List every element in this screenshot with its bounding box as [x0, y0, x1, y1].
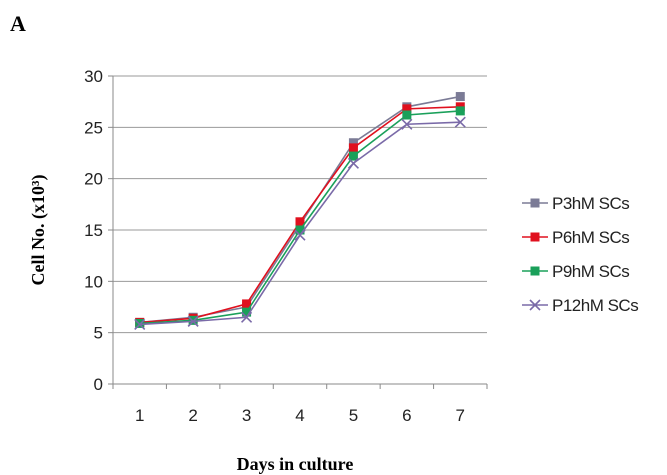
- y-tick-label: 15: [84, 221, 103, 240]
- data-point: [294, 229, 306, 241]
- gridlines: [113, 75, 487, 334]
- x-tick-label: 7: [456, 406, 465, 425]
- x-tick-label: 2: [188, 406, 197, 425]
- series-4: [134, 116, 466, 331]
- x-axis-title: Days in culture: [237, 454, 354, 474]
- data-point: [295, 225, 305, 235]
- panel-label: A: [10, 11, 26, 36]
- y-tick-label: 30: [84, 67, 103, 86]
- y-tick-label: 0: [94, 375, 103, 394]
- legend-swatch-marker: [530, 232, 540, 242]
- legend-swatch-marker: [530, 198, 540, 208]
- data-point: [348, 143, 358, 153]
- y-tick-label: 10: [84, 272, 103, 291]
- legend-swatch-marker: [530, 266, 540, 276]
- legend-label: P9hM SCs: [552, 262, 629, 281]
- legend-item: P6hM SCs: [522, 228, 630, 247]
- x-tick-label: 1: [135, 406, 144, 425]
- x-tick-label: 3: [242, 406, 251, 425]
- series-line: [139, 110, 461, 325]
- x-tick-label: 4: [295, 406, 304, 425]
- data-point: [295, 217, 305, 227]
- data-point: [242, 299, 252, 309]
- x-tick-label: 6: [402, 406, 411, 425]
- series-2: [135, 102, 465, 327]
- y-tick-label: 20: [84, 170, 103, 189]
- data-point: [455, 106, 465, 116]
- legend-item: P3hM SCs: [522, 194, 630, 213]
- legend-label: P6hM SCs: [552, 228, 629, 247]
- series-line: [139, 95, 461, 324]
- data-point: [402, 104, 412, 114]
- legend-label: P3hM SCs: [552, 194, 629, 213]
- legend-item: P9hM SCs: [522, 262, 630, 281]
- data-point: [348, 151, 358, 161]
- data-point: [241, 311, 253, 323]
- data-point: [455, 92, 465, 102]
- data-point: [402, 110, 412, 120]
- data-point: [187, 315, 199, 327]
- data-point: [347, 157, 359, 169]
- data-point: [454, 116, 466, 128]
- series-group: [134, 92, 466, 331]
- y-tick-labels: 0 5 10 15 20 25 30: [84, 67, 103, 394]
- data-point: [242, 307, 252, 317]
- series-line: [139, 106, 461, 324]
- x-tick-label: 5: [349, 406, 358, 425]
- y-tick-label: 5: [94, 324, 103, 343]
- legend-swatch-marker: [529, 299, 541, 311]
- axes: [108, 75, 488, 389]
- legend-label: P12hM SCs: [552, 296, 638, 315]
- data-point: [348, 138, 358, 148]
- legend: P3hM SCs P6hM SCs P9hM SCs P12hM SCs: [522, 194, 639, 315]
- y-axis-title: Cell No. (x10³): [28, 175, 49, 286]
- data-point: [401, 118, 413, 130]
- series-3: [135, 106, 465, 328]
- legend-item: P12hM SCs: [522, 296, 639, 315]
- x-tick-labels: 1 2 3 4 5 6 7: [135, 406, 465, 425]
- data-point: [134, 318, 146, 331]
- y-tick-label: 25: [84, 118, 103, 137]
